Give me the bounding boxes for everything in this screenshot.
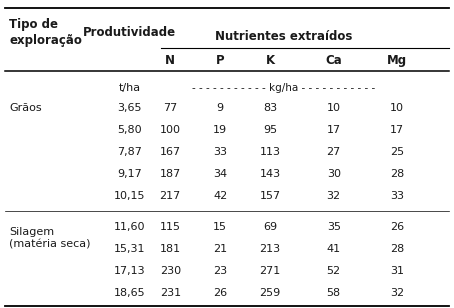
Text: 15: 15 [213, 222, 227, 232]
Text: 271: 271 [260, 266, 281, 276]
Text: 95: 95 [263, 125, 277, 135]
Text: 34: 34 [213, 169, 227, 179]
Text: 28: 28 [390, 169, 405, 179]
Text: 19: 19 [213, 125, 227, 135]
Text: - - - - - - - - - - - kg/ha - - - - - - - - - - -: - - - - - - - - - - - kg/ha - - - - - - … [192, 83, 375, 93]
Text: 9,17: 9,17 [117, 169, 142, 179]
Text: 32: 32 [326, 191, 341, 201]
Text: 10: 10 [327, 103, 340, 113]
Text: 41: 41 [326, 244, 341, 254]
Text: 115: 115 [160, 222, 181, 232]
Text: Silagem
(matéria seca): Silagem (matéria seca) [9, 227, 91, 249]
Text: 35: 35 [327, 222, 340, 232]
Text: Mg: Mg [387, 54, 407, 67]
Text: Produtividade: Produtividade [83, 26, 176, 39]
Text: Tipo de
exploração: Tipo de exploração [9, 18, 82, 47]
Text: 15,31: 15,31 [114, 244, 145, 254]
Text: 17: 17 [390, 125, 405, 135]
Text: 157: 157 [260, 191, 281, 201]
Text: 31: 31 [390, 266, 404, 276]
Text: t/ha: t/ha [118, 83, 140, 93]
Text: 181: 181 [160, 244, 181, 254]
Text: 3,65: 3,65 [117, 103, 142, 113]
Text: 27: 27 [326, 147, 341, 157]
Text: 10: 10 [390, 103, 404, 113]
Text: 69: 69 [263, 222, 277, 232]
Text: 30: 30 [327, 169, 340, 179]
Text: 58: 58 [326, 288, 341, 298]
Text: 10,15: 10,15 [114, 191, 145, 201]
Text: 143: 143 [260, 169, 281, 179]
Text: 231: 231 [160, 288, 181, 298]
Text: Ca: Ca [326, 54, 342, 67]
Text: 33: 33 [213, 147, 227, 157]
Text: 113: 113 [260, 147, 281, 157]
Text: 23: 23 [213, 266, 227, 276]
Text: 26: 26 [213, 288, 227, 298]
Text: 33: 33 [390, 191, 404, 201]
Text: 100: 100 [160, 125, 181, 135]
Text: N: N [165, 54, 175, 67]
Text: Nutrientes extraídos: Nutrientes extraídos [215, 30, 352, 43]
Text: 28: 28 [390, 244, 405, 254]
Text: 5,80: 5,80 [117, 125, 142, 135]
Text: K: K [266, 54, 275, 67]
Text: 18,65: 18,65 [114, 288, 145, 298]
Text: 17: 17 [326, 125, 341, 135]
Text: 77: 77 [163, 103, 178, 113]
Text: 9: 9 [217, 103, 224, 113]
Text: 11,60: 11,60 [114, 222, 145, 232]
Text: 25: 25 [390, 147, 405, 157]
Text: P: P [216, 54, 224, 67]
Text: 167: 167 [160, 147, 181, 157]
Text: 259: 259 [260, 288, 281, 298]
Text: Grãos: Grãos [9, 103, 42, 113]
Text: 52: 52 [326, 266, 341, 276]
Text: 7,87: 7,87 [117, 147, 142, 157]
Text: 17,13: 17,13 [114, 266, 145, 276]
Text: 217: 217 [160, 191, 181, 201]
Text: 187: 187 [160, 169, 181, 179]
Text: 26: 26 [390, 222, 405, 232]
Text: 230: 230 [160, 266, 181, 276]
Text: 21: 21 [213, 244, 227, 254]
Text: 42: 42 [213, 191, 227, 201]
Text: 213: 213 [260, 244, 281, 254]
Text: 32: 32 [390, 288, 405, 298]
Text: 83: 83 [263, 103, 277, 113]
